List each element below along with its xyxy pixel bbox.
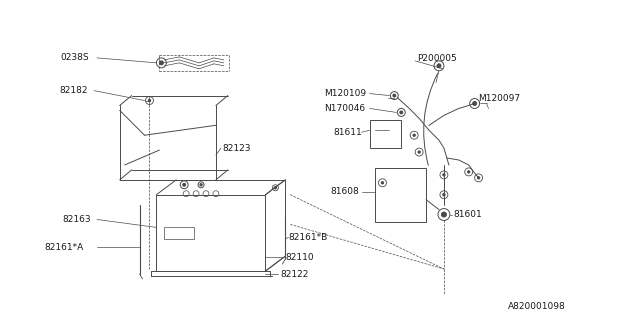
Circle shape [400, 111, 403, 114]
Text: 82122: 82122 [280, 269, 308, 278]
Text: A820001098: A820001098 [508, 302, 566, 311]
Text: N170046: N170046 [324, 104, 365, 113]
Text: 82110: 82110 [285, 253, 314, 262]
Circle shape [381, 182, 383, 184]
Text: 81608: 81608 [330, 187, 358, 196]
Circle shape [437, 64, 441, 68]
Circle shape [393, 94, 396, 97]
Circle shape [467, 171, 470, 173]
Text: M120097: M120097 [479, 94, 521, 103]
Text: 81611: 81611 [333, 128, 362, 137]
Circle shape [159, 61, 163, 65]
Circle shape [477, 177, 480, 179]
Circle shape [443, 174, 445, 176]
Text: 82182: 82182 [60, 86, 88, 95]
Text: P200005: P200005 [417, 54, 457, 63]
Circle shape [274, 187, 276, 189]
Circle shape [418, 151, 420, 153]
Circle shape [413, 134, 415, 136]
Text: 82163: 82163 [62, 215, 91, 224]
Bar [369, 120, 401, 148]
Text: 82161*B: 82161*B [288, 233, 328, 242]
Circle shape [473, 101, 477, 106]
Text: 81601: 81601 [454, 210, 483, 219]
Text: 0238S: 0238S [60, 53, 89, 62]
Bar [164, 228, 194, 239]
Circle shape [148, 99, 150, 102]
Circle shape [200, 184, 202, 186]
Bar [374, 168, 426, 222]
Text: 82161*A: 82161*A [44, 243, 84, 252]
Circle shape [182, 183, 186, 186]
Circle shape [442, 212, 446, 217]
Text: M120109: M120109 [324, 89, 366, 98]
Circle shape [443, 194, 445, 196]
Text: 82123: 82123 [223, 144, 252, 153]
